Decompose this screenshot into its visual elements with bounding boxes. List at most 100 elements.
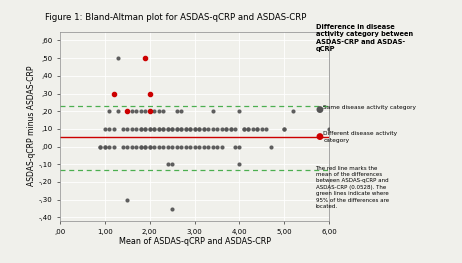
Point bbox=[218, 127, 225, 131]
Point bbox=[159, 127, 167, 131]
Point bbox=[151, 109, 158, 113]
Point bbox=[200, 127, 207, 131]
Point bbox=[97, 144, 104, 149]
Point bbox=[195, 127, 203, 131]
Point bbox=[137, 144, 145, 149]
Text: ●: ● bbox=[316, 105, 323, 114]
Point bbox=[159, 127, 167, 131]
Point bbox=[124, 127, 131, 131]
Point bbox=[236, 162, 243, 166]
Point bbox=[290, 109, 297, 113]
Point bbox=[187, 127, 194, 131]
Point bbox=[110, 92, 118, 96]
Point bbox=[164, 162, 171, 166]
Point bbox=[191, 127, 198, 131]
Point bbox=[182, 144, 189, 149]
Point bbox=[141, 144, 149, 149]
Point bbox=[151, 127, 158, 131]
Point bbox=[119, 127, 127, 131]
Point bbox=[209, 109, 216, 113]
Point bbox=[218, 144, 225, 149]
Y-axis label: ASDAS-qCRP minus ASDAS-CRP: ASDAS-qCRP minus ASDAS-CRP bbox=[27, 66, 36, 186]
Point bbox=[159, 144, 167, 149]
Point bbox=[231, 144, 239, 149]
Point bbox=[146, 109, 153, 113]
Point bbox=[209, 144, 216, 149]
Point bbox=[236, 144, 243, 149]
Text: The red line marks the
mean of the differences
between ASDAS-qCRP and
ASDAS-CRP : The red line marks the mean of the diffe… bbox=[316, 166, 389, 209]
Point bbox=[155, 127, 163, 131]
Point bbox=[173, 109, 180, 113]
Point bbox=[245, 127, 252, 131]
Point bbox=[101, 144, 109, 149]
Point bbox=[155, 144, 163, 149]
Point bbox=[191, 127, 198, 131]
Point bbox=[164, 144, 171, 149]
Point bbox=[258, 127, 266, 131]
Point bbox=[204, 127, 212, 131]
Point bbox=[182, 127, 189, 131]
Point bbox=[101, 144, 109, 149]
Point bbox=[106, 144, 113, 149]
Point bbox=[213, 144, 221, 149]
Point bbox=[110, 127, 118, 131]
Point bbox=[169, 127, 176, 131]
Point bbox=[146, 92, 153, 96]
Point bbox=[231, 127, 239, 131]
Point bbox=[254, 127, 261, 131]
Point bbox=[227, 127, 234, 131]
Point bbox=[146, 144, 153, 149]
Point bbox=[133, 109, 140, 113]
Text: Same disease activity category: Same disease activity category bbox=[323, 105, 416, 110]
Point bbox=[213, 127, 221, 131]
Point bbox=[204, 144, 212, 149]
Point bbox=[222, 127, 230, 131]
Point bbox=[169, 127, 176, 131]
Point bbox=[177, 127, 185, 131]
Point bbox=[141, 144, 149, 149]
Point bbox=[200, 144, 207, 149]
Point bbox=[267, 144, 274, 149]
Point bbox=[195, 144, 203, 149]
Point bbox=[146, 109, 153, 113]
Point bbox=[191, 144, 198, 149]
Point bbox=[177, 144, 185, 149]
Point bbox=[137, 127, 145, 131]
Point bbox=[164, 127, 171, 131]
Point bbox=[124, 109, 131, 113]
Point bbox=[187, 144, 194, 149]
Point bbox=[164, 127, 171, 131]
Point bbox=[128, 109, 135, 113]
Point bbox=[249, 127, 257, 131]
Point bbox=[245, 127, 252, 131]
Point bbox=[151, 144, 158, 149]
Point bbox=[227, 127, 234, 131]
Point bbox=[195, 127, 203, 131]
Text: Figure 1: Bland-Altman plot for ASDAS-qCRP and ASDAS-CRP: Figure 1: Bland-Altman plot for ASDAS-qC… bbox=[45, 13, 306, 22]
Point bbox=[137, 109, 145, 113]
Point bbox=[146, 92, 153, 96]
Point bbox=[133, 144, 140, 149]
Point bbox=[146, 144, 153, 149]
Text: Different disease activity
category: Different disease activity category bbox=[323, 132, 397, 143]
Point bbox=[177, 127, 185, 131]
Point bbox=[97, 144, 104, 149]
Point bbox=[128, 144, 135, 149]
Point bbox=[173, 127, 180, 131]
Point bbox=[137, 127, 145, 131]
Text: Difference in disease
activity category between
ASDAS-CRP and ASDAS-
qCRP: Difference in disease activity category … bbox=[316, 24, 413, 52]
Point bbox=[209, 127, 216, 131]
Point bbox=[119, 144, 127, 149]
X-axis label: Mean of ASDAS-qCRP and ASDAS-CRP: Mean of ASDAS-qCRP and ASDAS-CRP bbox=[119, 237, 271, 246]
Point bbox=[146, 127, 153, 131]
Point bbox=[169, 162, 176, 166]
Point bbox=[133, 127, 140, 131]
Point bbox=[169, 144, 176, 149]
Point bbox=[182, 127, 189, 131]
Point bbox=[124, 144, 131, 149]
Point bbox=[280, 127, 288, 131]
Point bbox=[155, 109, 163, 113]
Point bbox=[173, 127, 180, 131]
Point bbox=[240, 127, 248, 131]
Point bbox=[151, 127, 158, 131]
